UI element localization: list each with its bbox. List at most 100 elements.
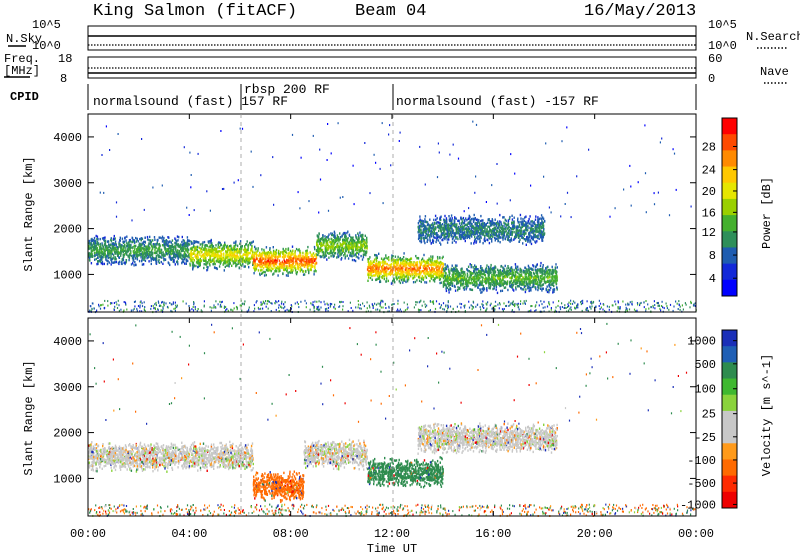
data-mark (106, 262, 109, 266)
data-mark (427, 223, 430, 226)
data-mark (418, 224, 420, 228)
data-mark (99, 260, 102, 263)
data-mark (543, 228, 545, 231)
data-mark (155, 260, 158, 264)
data-mark (180, 256, 182, 259)
data-mark (352, 236, 354, 239)
data-mark (143, 248, 145, 252)
data-mark (380, 257, 383, 260)
data-mark (366, 238, 368, 242)
data-mark (163, 242, 165, 245)
data-mark (239, 247, 241, 251)
data-mark (429, 279, 431, 283)
data-mark (513, 231, 515, 234)
data-mark (237, 255, 239, 258)
data-mark (195, 255, 198, 258)
data-mark (124, 262, 126, 266)
data-mark (300, 257, 302, 260)
data-mark (96, 253, 98, 256)
data-mark (363, 240, 365, 243)
data-mark (488, 218, 490, 222)
data-mark (432, 229, 435, 232)
data-mark (399, 267, 402, 271)
data-mark (370, 273, 372, 276)
data-mark (503, 216, 505, 219)
data-mark (322, 236, 324, 239)
data-mark (476, 232, 478, 236)
data-mark (133, 251, 135, 255)
data-mark (192, 261, 195, 264)
data-mark (190, 250, 192, 253)
data-mark (538, 237, 540, 240)
data-mark (296, 258, 298, 261)
data-mark (130, 250, 132, 253)
data-mark (407, 272, 410, 276)
data-mark (398, 277, 401, 280)
data-mark (264, 252, 266, 255)
data-mark (298, 248, 300, 251)
data-mark (210, 243, 213, 247)
data-mark (260, 260, 262, 263)
data-mark (244, 253, 246, 256)
data-mark (266, 262, 268, 266)
data-mark (411, 263, 414, 267)
data-mark (383, 262, 386, 265)
data-mark (354, 259, 357, 263)
data-mark (349, 246, 351, 249)
data-mark (212, 247, 214, 251)
data-mark (130, 251, 132, 255)
data-mark (280, 261, 282, 265)
data-mark (468, 214, 470, 218)
data-mark (114, 242, 116, 245)
data-mark (470, 228, 473, 231)
data-mark (453, 234, 455, 237)
data-mark (525, 215, 527, 218)
data-mark (408, 267, 410, 271)
data-mark (199, 257, 201, 261)
data-mark (285, 247, 287, 251)
data-mark (306, 254, 308, 257)
data-mark (416, 257, 418, 260)
data-mark (316, 248, 319, 252)
data-mark (342, 250, 345, 253)
data-mark (202, 253, 204, 256)
data-mark (168, 240, 170, 243)
data-mark (299, 251, 302, 255)
data-mark (246, 240, 248, 243)
data-mark (523, 219, 526, 222)
data-mark (187, 239, 189, 242)
data-mark (372, 264, 375, 267)
data-mark (394, 261, 397, 264)
data-mark (462, 233, 464, 236)
data-mark (106, 247, 108, 250)
data-mark (228, 248, 230, 251)
data-mark (492, 221, 494, 225)
data-mark (342, 242, 345, 246)
data-mark (248, 259, 251, 262)
data-mark (391, 281, 393, 284)
data-mark (319, 241, 322, 244)
data-mark (434, 260, 437, 263)
data-mark (518, 235, 520, 239)
data-mark (98, 252, 100, 255)
data-mark (315, 256, 317, 259)
data-mark (540, 214, 543, 217)
data-mark (527, 221, 529, 225)
data-mark (362, 235, 364, 239)
data-mark (395, 276, 397, 279)
data-mark (186, 242, 188, 246)
data-mark (422, 236, 425, 240)
data-mark (94, 241, 96, 245)
data-mark (343, 241, 346, 245)
data-mark (211, 249, 214, 253)
data-mark (185, 262, 187, 265)
data-mark (467, 217, 469, 221)
data-mark (347, 246, 349, 249)
data-mark (419, 228, 422, 231)
data-mark (257, 249, 259, 252)
data-mark (239, 240, 242, 243)
data-mark (473, 242, 475, 245)
data-mark (155, 257, 157, 260)
data-mark (158, 251, 161, 254)
data-mark (112, 256, 114, 260)
